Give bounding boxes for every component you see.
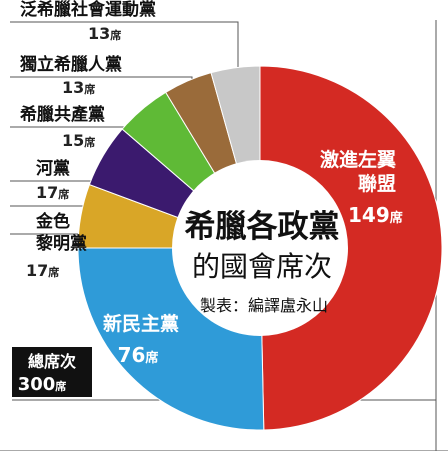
- label-name-potami: 河黨: [36, 158, 70, 179]
- label-name-pasok: 泛希臘社會運動黨: [20, 0, 156, 20]
- donut-hole: [172, 160, 348, 336]
- label-name-syriza-line1: 激進左翼: [320, 148, 396, 171]
- label-slice-2: 金色 黎明黨 17席: [26, 211, 87, 280]
- label-seats-potami: 17席: [36, 183, 69, 202]
- chart-title: 希臘各政黨: [185, 209, 340, 245]
- total-label: 總席次: [28, 352, 76, 371]
- label-seats-pasok: 13席: [88, 24, 121, 43]
- label-name-golden-dawn-line1: 金色: [35, 211, 70, 232]
- label-name-golden-dawn-line2: 黎明黨: [36, 233, 87, 254]
- chart-subtitle: 的國會席次: [192, 250, 332, 283]
- label-name-golden-dawn: 金色 黎明黨: [35, 211, 87, 254]
- label-seats-anel: 13席: [62, 78, 95, 97]
- label-seats-golden-dawn: 17席: [26, 261, 59, 280]
- slice-0: [259, 65, 443, 431]
- total-number: 300: [18, 374, 56, 395]
- total-box: [12, 347, 92, 397]
- label-slice-3: 河黨 17席: [36, 158, 70, 202]
- label-name-anel: 獨立希臘人黨: [19, 54, 122, 75]
- label-name-nd: 新民主黨: [103, 312, 179, 335]
- label-name-syriza: 激進左翼聯盟: [320, 148, 396, 195]
- label-seats-nd: 76席: [118, 343, 159, 367]
- label-slice-6: 泛希臘社會運動黨 13席: [20, 0, 156, 43]
- chart-credit: 製表：編譯盧永山: [200, 296, 328, 315]
- label-slice-4: 希臘共產黨 15席: [20, 104, 105, 150]
- label-slice-5: 獨立希臘人黨 13席: [19, 54, 122, 97]
- label-slice-1: 新民主黨 76席: [103, 312, 179, 367]
- label-name-syriza-line2: 聯盟: [358, 172, 396, 195]
- label-seats-syriza: 149席: [348, 203, 403, 227]
- total-unit: 席: [55, 379, 66, 393]
- total-value: 300席: [18, 374, 67, 395]
- label-name-kke: 希臘共產黨: [20, 104, 105, 125]
- label-seats-kke: 15席: [62, 131, 95, 150]
- label-slice-0: 激進左翼聯盟 149席: [320, 148, 403, 227]
